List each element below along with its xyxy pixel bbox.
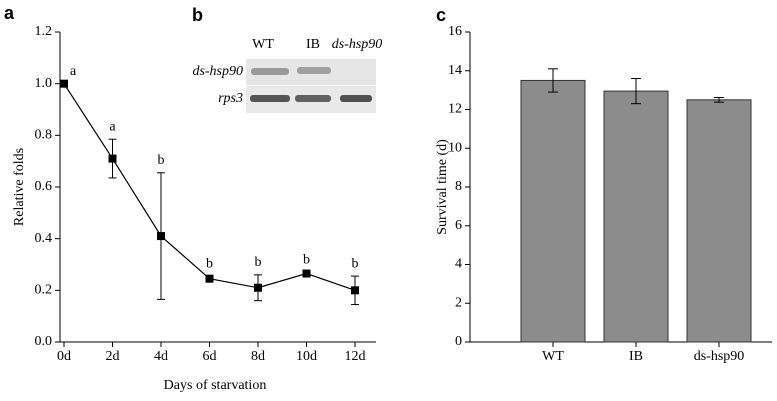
significance-label: b xyxy=(255,255,262,270)
y-tick-label: 4 xyxy=(455,257,462,272)
y-tick-label: 10 xyxy=(448,140,462,155)
row-label: ds-hsp90 xyxy=(192,64,243,79)
y-tick-label: 0.8 xyxy=(35,128,53,143)
lane-label: IB xyxy=(306,37,320,52)
x-tick-label: 6d xyxy=(203,349,217,364)
y-tick-label: 0.6 xyxy=(35,179,53,194)
y-axis-title: Relative folds xyxy=(12,148,27,226)
y-tick-label: 6 xyxy=(455,218,462,233)
marker xyxy=(108,154,117,163)
gel-band xyxy=(251,68,289,75)
gel-band xyxy=(250,95,290,102)
bar xyxy=(603,90,669,343)
panel-label: c xyxy=(436,5,446,25)
x-axis-title: Days of starvation xyxy=(164,378,267,393)
marker xyxy=(254,283,262,292)
x-tick-label: 8d xyxy=(251,349,265,364)
marker xyxy=(60,79,68,88)
marker xyxy=(351,286,359,295)
significance-label: a xyxy=(70,64,77,79)
lane-label: ds-hsp90 xyxy=(332,37,383,52)
x-tick-label: 4d xyxy=(154,349,168,364)
y-tick-label: 14 xyxy=(448,63,462,78)
y-tick-label: 0.4 xyxy=(35,231,53,246)
gel-image xyxy=(246,59,376,113)
y-tick-label: 1.0 xyxy=(35,76,53,91)
y-tick-label: 2 xyxy=(455,295,462,310)
marker xyxy=(157,232,165,241)
significance-label: b xyxy=(352,256,359,271)
bar xyxy=(520,79,586,343)
significance-label: b xyxy=(206,256,213,271)
significance-label: b xyxy=(303,252,310,267)
x-tick-label: IB xyxy=(629,349,643,364)
gel-band xyxy=(295,95,331,102)
significance-label: a xyxy=(109,119,116,134)
marker xyxy=(205,274,214,283)
y-tick-label: 0.0 xyxy=(35,334,53,349)
y-tick-label: 1.2 xyxy=(35,24,53,39)
bar xyxy=(686,99,752,343)
row-label: rps3 xyxy=(218,91,243,106)
y-tick-label: 0.2 xyxy=(35,283,53,298)
x-tick-label: ds-hsp90 xyxy=(694,349,745,364)
panel-label: a xyxy=(4,3,15,23)
x-tick-label: 2d xyxy=(106,349,120,364)
y-tick-label: 8 xyxy=(455,179,462,194)
x-tick-label: 0d xyxy=(57,349,71,364)
y-axis-title: Survival time (d) xyxy=(435,139,450,235)
y-tick-label: 0 xyxy=(455,334,462,349)
lane-label: WT xyxy=(252,37,274,52)
y-tick-label: 12 xyxy=(448,102,462,117)
x-tick-label: 10d xyxy=(296,349,317,364)
gel-band xyxy=(340,95,372,102)
x-tick-label: WT xyxy=(542,349,564,364)
x-tick-label: 12d xyxy=(345,349,366,364)
significance-label: b xyxy=(158,153,165,168)
y-tick-label: 16 xyxy=(448,24,462,39)
marker xyxy=(302,269,311,278)
gel-band xyxy=(297,67,331,74)
panel-label: b xyxy=(192,5,203,25)
